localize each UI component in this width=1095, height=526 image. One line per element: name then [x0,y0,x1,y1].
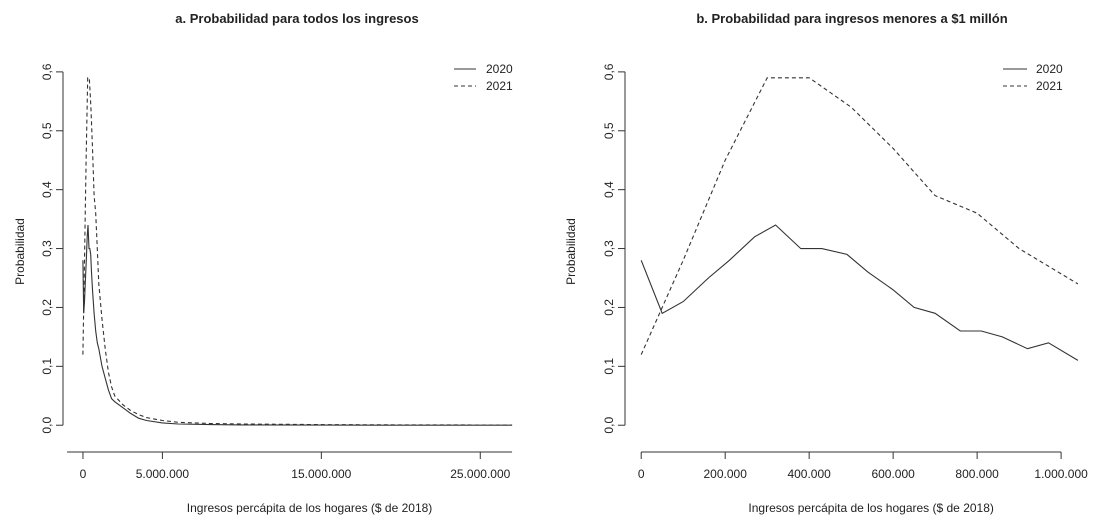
y-tick-label-b-2: 0,2 [602,299,616,316]
series-line-b-2021 [640,77,1079,355]
y-tick-label-b-0: 0,0 [602,417,616,434]
x-tick-label-b-1: 200.000 [703,467,747,481]
x-tick-label-a-1: 5.000.000 [136,467,190,481]
y-tick-label-b-4: 0,4 [602,181,616,198]
y-tick-label-a-4: 0,4 [40,181,54,198]
series-line-b-2020 [640,224,1079,361]
y-tick-label-b-5: 0,5 [602,122,616,139]
y-tick-label-a-3: 0,3 [40,240,54,257]
y-tick-label-b-3: 0,3 [602,240,616,257]
y-tick-label-b-1: 0,1 [602,358,616,375]
y-axis-label-b: Probabilidad [564,218,578,285]
y-tick-label-a-0: 0,0 [40,417,54,434]
chart-panel-a: a. Probabilidad para todos los ingresos 0… [13,11,513,515]
x-tick-label-a-2: 15.000.000 [291,467,351,481]
legend-label-a-2021: 2021 [486,79,513,93]
x-tick-label-b-0: 0 [638,467,645,481]
series-line-a-2021 [82,77,513,426]
x-tick-label-b-4: 800.000 [955,467,999,481]
legend-label-b-2020: 2020 [1036,62,1063,76]
y-tick-label-a-2: 0,2 [40,299,54,316]
x-axis-label-a: Ingresos percápita de los hogares ($ de … [187,501,433,515]
legend-label-b-2021: 2021 [1036,79,1063,93]
chart-title-a: a. Probabilidad para todos los ingresos [175,11,418,26]
y-tick-label-a-5: 0,5 [40,122,54,139]
y-axis-label-a: Probabilidad [13,218,27,285]
chart-title-b: b. Probabilidad para ingresos menores a … [696,11,1007,26]
y-tick-label-a-6: 0,6 [40,63,54,80]
x-tick-label-b-3: 600.000 [871,467,915,481]
y-tick-label-b-6: 0,6 [602,63,616,80]
series-line-a-2020 [82,224,513,426]
x-tick-label-a-3: 25.000.000 [450,467,510,481]
x-tick-label-b-2: 400.000 [787,467,831,481]
chart-panel-b: b. Probabilidad para ingresos menores a … [564,11,1088,515]
x-tick-label-a-0: 0 [80,467,87,481]
x-tick-label-b-5: 1.000.000 [1034,467,1088,481]
x-axis-label-b: Ingresos percápita de los hogares ($ de … [748,501,994,515]
y-tick-label-a-1: 0,1 [40,358,54,375]
legend-label-a-2020: 2020 [486,62,513,76]
